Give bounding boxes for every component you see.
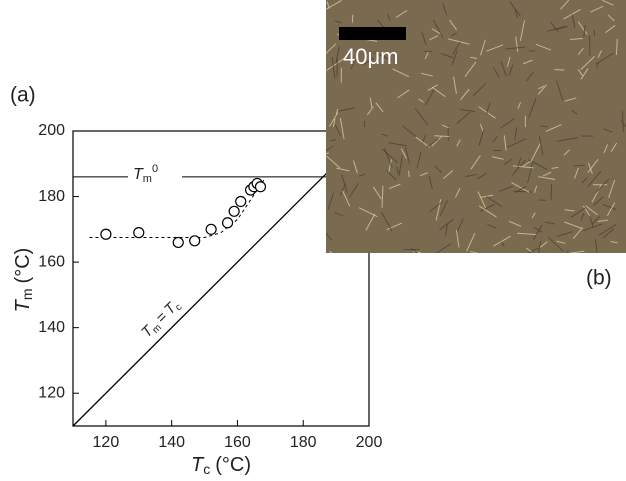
x-tick-label: 160 [224,434,251,451]
panel-label: (a) [10,84,36,107]
subscript: c [203,461,210,477]
identity-label: Tm=Tc [138,296,184,342]
data-point [229,206,239,216]
scale-bar [339,27,406,40]
y-axis-title: Tm(°C) [12,248,34,313]
data-point [236,196,246,206]
identity-line [73,164,336,426]
panel-label: (b) [586,267,612,290]
identity-label-group: Tm=Tc [130,288,192,350]
crystal [434,136,449,137]
subscript: m [143,173,152,185]
superscript: 0 [152,163,158,175]
scale-bar-label: 40μm [343,44,398,69]
crystal [409,171,410,177]
x-tick-label: 140 [158,434,185,451]
data-point [173,237,183,247]
y-tick-label: 140 [38,319,65,336]
y-tick-label: 160 [38,253,65,270]
x-tick-label: 120 [93,434,120,451]
y-tick-label: 120 [38,384,65,401]
figure: (a) (b) 120 140 160 180 200 120 140 160 180 200 Tm… [0,0,626,481]
data-point [101,229,111,239]
subscript: m [19,288,35,300]
data-point [134,228,144,238]
data-point [223,218,233,228]
data-point [190,236,200,246]
x-axis-title: Tc(°C) [191,454,251,476]
unit: (°C) [12,248,34,284]
data-point [206,224,216,234]
data-point [255,182,265,192]
unit: (°C) [215,454,251,476]
y-tick-label: 200 [38,122,65,139]
x-tick-label: 200 [356,434,383,451]
y-tick-label: 180 [38,188,65,205]
x-tick-label: 180 [290,434,317,451]
